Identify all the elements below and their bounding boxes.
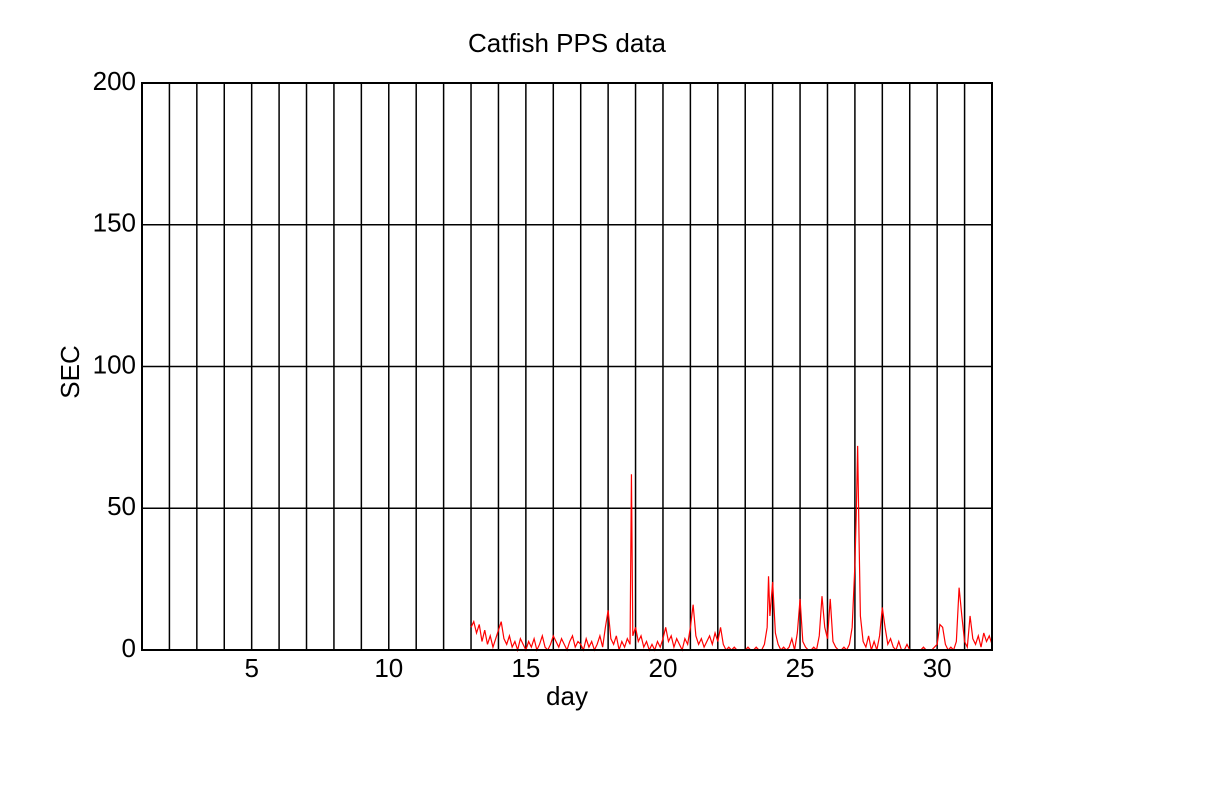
y-tick-label: 200 <box>93 66 136 96</box>
x-axis-label: day <box>546 681 588 711</box>
chart-title: Catfish PPS data <box>468 28 667 58</box>
data-line <box>470 445 993 653</box>
x-tick-label: 25 <box>786 653 815 683</box>
y-tick-label: 0 <box>122 633 136 663</box>
plot <box>470 445 993 653</box>
x-tick-label: 10 <box>374 653 403 683</box>
x-tick-label: 15 <box>511 653 540 683</box>
y-tick-label: 50 <box>107 491 136 521</box>
y-tick-label: 100 <box>93 349 136 379</box>
y-axis-label: SEC <box>55 345 85 398</box>
x-tick-label: 5 <box>244 653 258 683</box>
plot-frame <box>141 82 993 651</box>
x-tick-label: 30 <box>923 653 952 683</box>
y-tick-label: 150 <box>93 208 136 238</box>
x-tick-label: 20 <box>649 653 678 683</box>
